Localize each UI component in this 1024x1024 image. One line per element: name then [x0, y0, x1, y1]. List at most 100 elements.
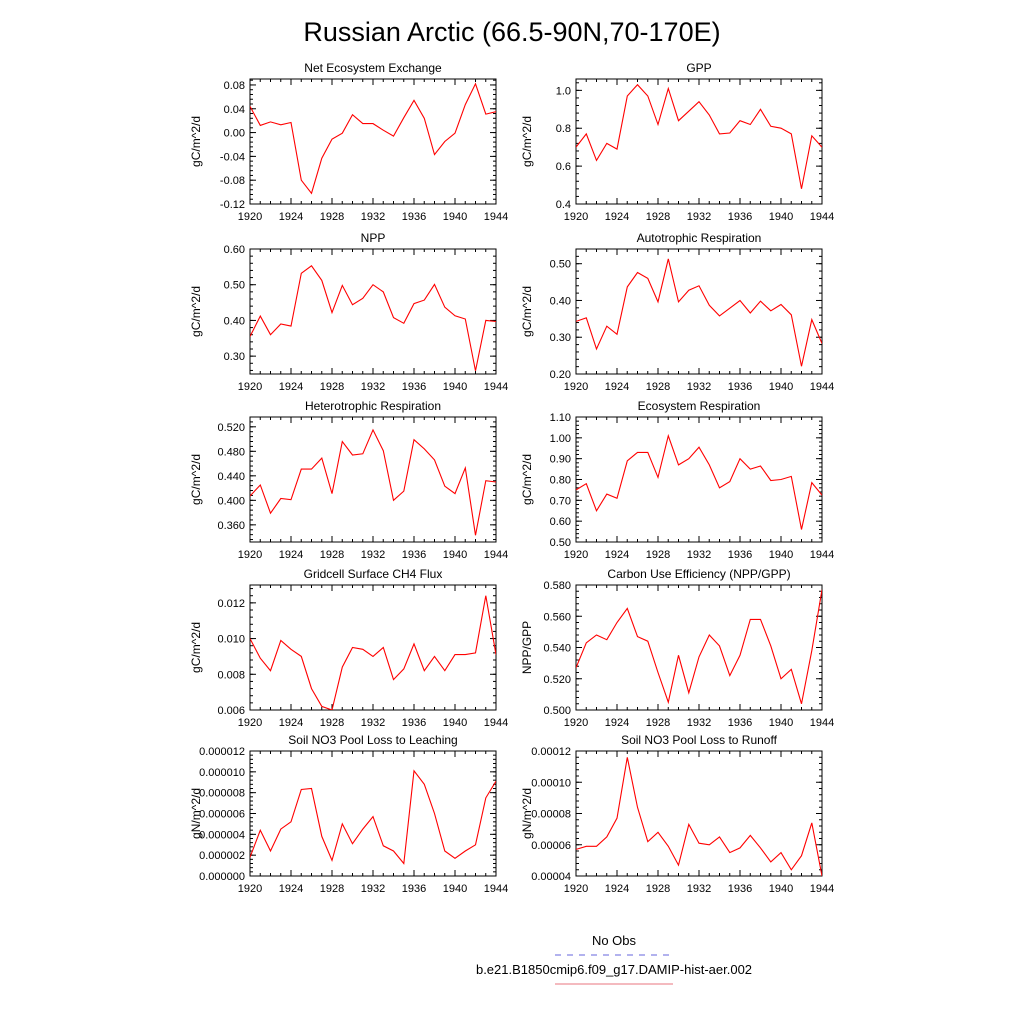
x-tick-label: 1924	[605, 381, 629, 393]
x-tick-label: 1932	[687, 883, 711, 895]
y-tick-label: 0.008	[217, 669, 245, 681]
x-tick-label: 1944	[484, 211, 508, 223]
y-tick-label: 0.30	[550, 332, 571, 344]
x-tick-label: 1920	[238, 549, 262, 561]
y-tick-label: 0.90	[550, 454, 571, 466]
y-tick-label: 0.540	[543, 643, 571, 655]
y-tick-label: -0.08	[220, 175, 245, 187]
series-line	[576, 433, 822, 530]
x-tick-label: 1936	[728, 381, 752, 393]
plot-frame	[575, 584, 823, 711]
chart-npp: NPP gC/m^2/d 1920 1924 1928 1932 1936 1940 1944 0…	[189, 231, 508, 393]
y-tick-label: 0.000006	[199, 809, 245, 821]
y-tick-label: 0.012	[217, 598, 245, 610]
chart-autotrophic-respiration: Autotrophic Respiration gC/m^2/d 1920 1924 1…	[520, 231, 834, 393]
y-tick-label: 1.0	[556, 85, 571, 97]
x-tick-label: 1924	[605, 211, 629, 223]
plot-frame	[249, 248, 497, 375]
x-tick-label: 1940	[443, 549, 467, 561]
x-tick-label: 1932	[361, 717, 385, 729]
x-tick-label: 1924	[279, 211, 303, 223]
chart-title: Soil NO3 Pool Loss to Leaching	[288, 733, 457, 747]
y-tick-label: 0.60	[224, 244, 245, 256]
x-tick-label: 1936	[728, 717, 752, 729]
x-tick-label: 1932	[361, 549, 385, 561]
x-tick-label: 1928	[646, 211, 670, 223]
chart-title: Autotrophic Respiration	[637, 231, 762, 245]
chart-title: Carbon Use Efficiency (NPP/GPP)	[607, 567, 790, 581]
y-axis-label: gC/m^2/d	[189, 454, 203, 505]
x-tick-label: 1944	[810, 717, 834, 729]
x-tick-label: 1928	[320, 211, 344, 223]
x-tick-label: 1940	[769, 883, 793, 895]
plot-frame	[575, 416, 823, 543]
y-axis-label: gN/m^2/d	[520, 788, 534, 839]
series-line	[576, 258, 822, 367]
y-tick-label: 0.006	[217, 705, 245, 717]
y-tick-label: 0.00006	[531, 840, 571, 852]
series-line	[576, 589, 822, 705]
x-tick-label: 1924	[605, 883, 629, 895]
x-tick-label: 1936	[728, 549, 752, 561]
x-tick-label: 1936	[402, 549, 426, 561]
plot-frame	[249, 416, 497, 543]
chart-title: Soil NO3 Pool Loss to Runoff	[621, 733, 778, 747]
x-tick-label: 1944	[484, 883, 508, 895]
x-tick-label: 1924	[605, 549, 629, 561]
x-tick-label: 1928	[320, 883, 344, 895]
y-axis-label: gC/m^2/d	[189, 622, 203, 673]
x-tick-label: 1936	[402, 883, 426, 895]
x-tick-label: 1932	[687, 717, 711, 729]
x-tick-label: 1920	[564, 883, 588, 895]
x-tick-label: 1940	[443, 211, 467, 223]
series-line	[576, 757, 822, 876]
y-tick-label: 0.000004	[199, 829, 245, 841]
chart-carbon-use-efficiency-npp-gpp: Carbon Use Efficiency (NPP/GPP) NPP/GPP 19…	[520, 567, 834, 729]
chart-heterotrophic-respiration: Heterotrophic Respiration gC/m^2/d 1920 192…	[189, 399, 508, 561]
x-tick-label: 1944	[810, 549, 834, 561]
x-tick-label: 1928	[320, 717, 344, 729]
y-axis-label: NPP/GPP	[520, 621, 534, 674]
y-tick-label: 0.500	[543, 705, 571, 717]
legend: No Obs b.e21.B1850cmip6.f09_g17.DAMIP-hi…	[476, 933, 752, 985]
legend-label-obs: No Obs	[592, 933, 637, 948]
y-tick-label: 0.000008	[199, 788, 245, 800]
chart-panels: Net Ecosystem Exchange gC/m^2/d 1920 1924 19…	[189, 61, 834, 895]
y-axis-label: gC/m^2/d	[520, 116, 534, 167]
series-line	[250, 428, 496, 536]
x-tick-label: 1928	[646, 381, 670, 393]
x-tick-label: 1928	[320, 381, 344, 393]
x-tick-label: 1936	[402, 381, 426, 393]
x-tick-label: 1932	[687, 549, 711, 561]
chart-net-ecosystem-exchange: Net Ecosystem Exchange gC/m^2/d 1920 1924 19…	[189, 61, 508, 223]
y-tick-label: -0.12	[220, 199, 245, 211]
y-tick-label: 0.8	[556, 123, 571, 135]
y-tick-label: 0.010	[217, 634, 245, 646]
y-axis-label: gC/m^2/d	[520, 454, 534, 505]
x-tick-label: 1944	[484, 381, 508, 393]
y-tick-label: 0.40	[550, 295, 571, 307]
chart-gridcell-surface-ch4-flux: Gridcell Surface CH4 Flux gC/m^2/d 1920 192…	[189, 567, 508, 729]
chart-ecosystem-respiration: Ecosystem Respiration gC/m^2/d 1920 1924 192…	[520, 399, 834, 561]
y-tick-label: 0.00010	[531, 777, 571, 789]
y-tick-label: 0.480	[217, 446, 245, 458]
plot-frame	[249, 750, 497, 877]
x-tick-label: 1936	[728, 883, 752, 895]
x-tick-label: 1940	[769, 381, 793, 393]
series-line	[250, 265, 496, 371]
x-tick-label: 1944	[484, 717, 508, 729]
plot-frame	[249, 78, 497, 205]
y-tick-label: 0.360	[217, 520, 245, 532]
chart-gpp: GPP gC/m^2/d 1920 1924 1928 1932 1936 1940 1944 0…	[520, 61, 834, 223]
y-tick-label: 0.50	[550, 259, 571, 271]
chart-soil-no3-pool-loss-to-runoff: Soil NO3 Pool Loss to Runoff gN/m^2/d 1920…	[520, 733, 834, 895]
y-tick-label: 1.00	[550, 433, 571, 445]
chart-title: GPP	[686, 61, 711, 75]
y-tick-label: 1.10	[550, 412, 571, 424]
y-tick-label: 0.08	[224, 80, 245, 92]
series-line	[250, 82, 496, 195]
x-tick-label: 1920	[238, 717, 262, 729]
y-tick-label: 0.60	[550, 516, 571, 528]
x-tick-label: 1924	[279, 883, 303, 895]
chart-title: Ecosystem Respiration	[638, 399, 761, 413]
